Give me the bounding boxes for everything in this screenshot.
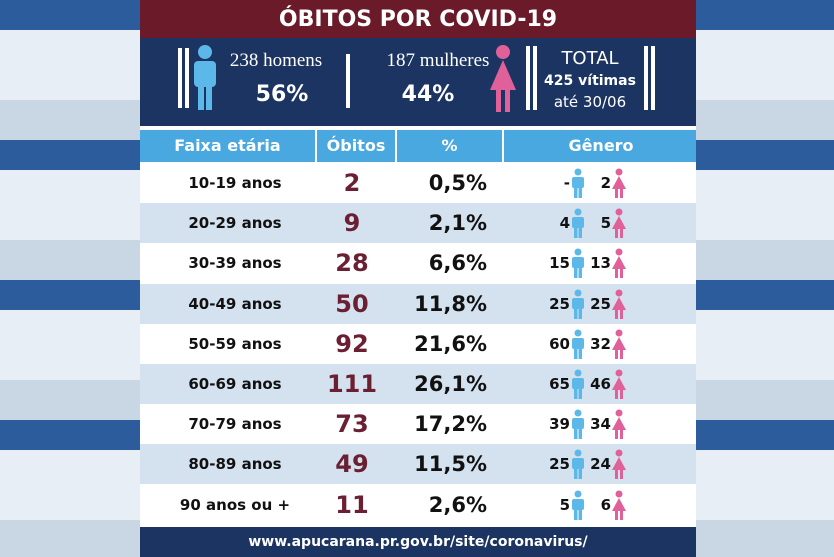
title: ÓBITOS POR COVID-19 <box>140 0 696 38</box>
percent: 6,6% <box>428 251 487 276</box>
woman-icon <box>611 208 627 242</box>
deaths: 9 <box>343 209 361 238</box>
woman-icon <box>611 449 627 483</box>
table-header: Faixa etária Óbitos% Gênero <box>140 130 696 162</box>
percent: 17,2% <box>414 412 487 437</box>
man-icon <box>571 329 585 363</box>
divider <box>185 48 189 108</box>
men-percent: 56% <box>255 82 309 107</box>
women-count: 5 <box>600 214 611 233</box>
men-count: 25 <box>549 294 570 313</box>
women-count: 2 <box>600 174 611 192</box>
woman-icon <box>611 409 627 443</box>
column-header: Óbitos <box>315 130 395 162</box>
divider <box>526 46 530 110</box>
percent: 2,6% <box>428 492 487 517</box>
deaths: 50 <box>335 289 369 318</box>
woman-icon <box>611 248 627 282</box>
women-percent: 44% <box>401 82 455 107</box>
table: Faixa etária Óbitos% Gênero 10-19 anos 2 0,5%… <box>140 130 696 525</box>
divider <box>533 46 537 110</box>
man-icon <box>571 208 585 242</box>
women-label: 187 mulheres <box>386 50 490 71</box>
total-victims: 425 vítimas <box>544 73 636 89</box>
woman-icon <box>611 289 627 323</box>
age-range: 20-29 anos <box>188 214 282 233</box>
man-icon <box>571 168 585 202</box>
deaths: 28 <box>335 249 369 278</box>
percent: 11,8% <box>414 291 487 316</box>
percent: 11,5% <box>414 452 487 477</box>
deaths: 92 <box>335 329 369 358</box>
men-label: 238 homens <box>229 50 323 71</box>
table-row: 40-49 anos 50 11,8% 25 25 <box>140 283 696 324</box>
age-range: 50-59 anos <box>188 334 282 353</box>
woman-icon <box>611 329 627 363</box>
deaths: 2 <box>343 169 361 197</box>
column-header: Faixa etária <box>174 136 281 155</box>
age-range: 40-49 anos <box>188 294 282 313</box>
men-count: 25 <box>549 455 570 474</box>
women-count: 24 <box>590 455 611 474</box>
percent: 21,6% <box>414 331 487 356</box>
men-count: 4 <box>559 214 570 233</box>
deaths: 11 <box>335 490 369 519</box>
women-count: 32 <box>590 334 611 353</box>
age-range: 80-89 anos <box>188 455 282 474</box>
total-date: até 30/06 <box>553 93 627 111</box>
men-count: 15 <box>549 254 570 273</box>
men-count: 5 <box>559 495 570 514</box>
men-count: 60 <box>549 334 570 353</box>
column-header: Gênero <box>502 130 698 162</box>
divider <box>651 46 655 110</box>
table-row: 50-59 anos 92 21,6% 60 32 <box>140 323 696 364</box>
percent: 26,1% <box>414 372 487 396</box>
column-header: % <box>395 130 502 162</box>
men-count: 65 <box>549 375 570 393</box>
woman-icon <box>490 45 516 112</box>
summary-band: 238 homens 56% 187 mulheres 44% TOTAL 42… <box>140 38 696 126</box>
women-count: 46 <box>590 375 611 393</box>
men-count: - <box>563 174 570 192</box>
divider <box>346 54 350 108</box>
woman-icon <box>611 369 627 403</box>
woman-icon <box>611 490 627 524</box>
table-row: 20-29 anos 9 2,1% 4 5 <box>140 203 696 244</box>
age-range: 10-19 anos <box>188 174 282 192</box>
age-range: 30-39 anos <box>188 254 282 273</box>
women-count: 34 <box>590 415 611 434</box>
man-icon <box>571 369 585 403</box>
percent: 0,5% <box>428 171 487 195</box>
deaths: 73 <box>335 410 369 439</box>
percent: 2,1% <box>428 211 487 236</box>
man-icon <box>571 449 585 483</box>
deaths: 111 <box>326 370 378 398</box>
infographic: ÓBITOS POR COVID-19 238 homens 56% 187 m… <box>140 0 696 557</box>
women-count: 13 <box>590 254 611 273</box>
divider <box>178 48 182 108</box>
table-row: 90 anos ou + 11 2,6% 5 6 <box>140 484 696 525</box>
man-icon <box>571 409 585 443</box>
woman-icon <box>611 168 627 202</box>
man-icon <box>571 248 585 282</box>
deaths: 49 <box>335 450 369 479</box>
man-icon <box>194 45 216 110</box>
divider <box>644 46 648 110</box>
table-row: 80-89 anos 49 11,5% 25 24 <box>140 444 696 485</box>
table-row: 60-69 anos 111 26,1% 65 46 <box>140 364 696 404</box>
table-row: 10-19 anos 2 0,5% - 2 <box>140 163 696 203</box>
footer-url: www.apucarana.pr.gov.br/site/coronavirus… <box>140 527 696 557</box>
age-range: 60-69 anos <box>188 375 282 393</box>
age-range: 70-79 anos <box>188 415 282 434</box>
women-count: 6 <box>600 495 611 514</box>
women-count: 25 <box>590 294 611 313</box>
age-range: 90 anos ou + <box>179 495 291 514</box>
total-label: TOTAL <box>561 48 619 69</box>
man-icon <box>571 289 585 323</box>
men-count: 39 <box>549 415 570 434</box>
table-row: 70-79 anos 73 17,2% 39 34 <box>140 404 696 445</box>
table-row: 30-39 anos 28 6,6% 15 13 <box>140 243 696 284</box>
man-icon <box>571 490 585 524</box>
